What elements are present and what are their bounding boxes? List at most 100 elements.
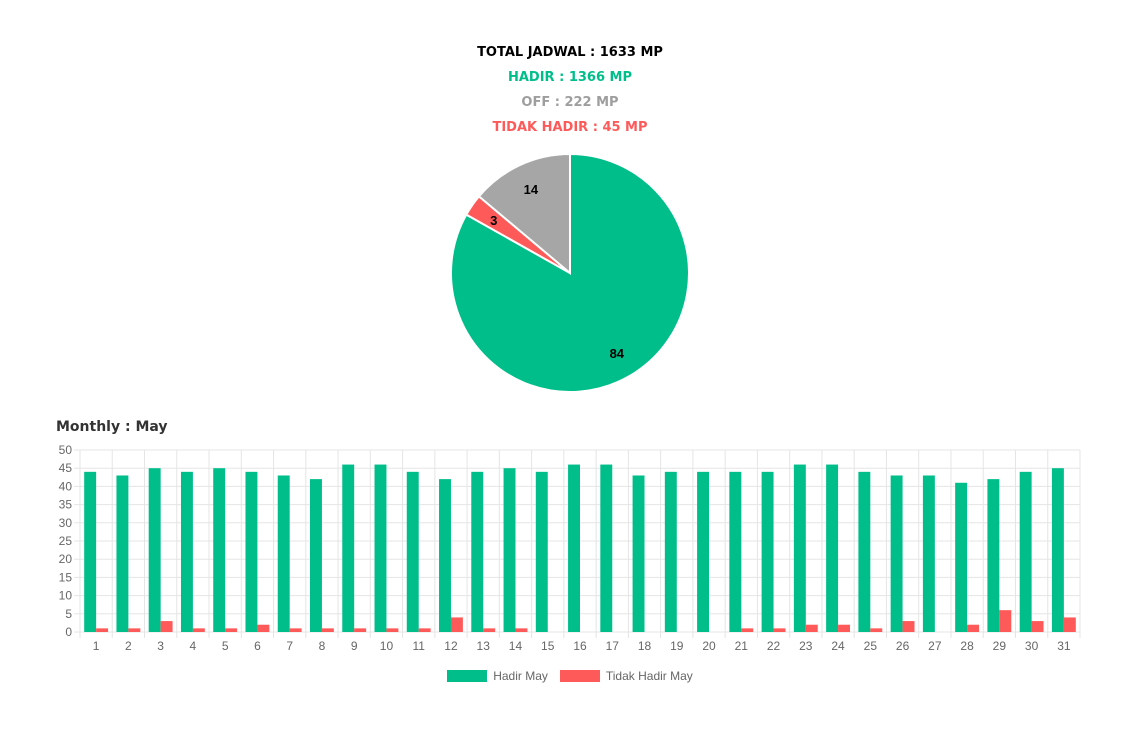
bar-hadir-day-3[interactable] xyxy=(148,468,161,632)
legend-swatch-hadir xyxy=(447,670,488,682)
bar-hadir-day-1[interactable] xyxy=(84,471,97,632)
x-tick-label: 18 xyxy=(638,639,652,653)
x-tick-label: 10 xyxy=(380,639,394,653)
y-tick-label: 45 xyxy=(59,461,73,475)
bar-tidak-hadir-day-28[interactable] xyxy=(967,624,980,632)
bar-hadir-day-26[interactable] xyxy=(890,475,903,632)
bar-hadir-day-7[interactable] xyxy=(277,475,290,632)
bar-hadir-day-29[interactable] xyxy=(987,479,1000,632)
y-tick-label: 20 xyxy=(59,552,73,566)
y-tick-label: 25 xyxy=(59,534,73,548)
x-tick-label: 3 xyxy=(157,639,164,653)
bar-hadir-day-2[interactable] xyxy=(116,475,129,632)
total-jadwal-label: TOTAL JADWAL : 1633 MP xyxy=(477,45,663,60)
x-tick-label: 9 xyxy=(351,639,358,653)
bar-tidak-hadir-day-10[interactable] xyxy=(386,628,399,632)
x-tick-label: 16 xyxy=(573,639,587,653)
bar-hadir-day-27[interactable] xyxy=(922,475,935,632)
x-tick-label: 19 xyxy=(670,639,684,653)
bar-tidak-hadir-day-8[interactable] xyxy=(321,628,334,632)
bar-hadir-day-10[interactable] xyxy=(374,464,387,632)
y-tick-label: 35 xyxy=(59,498,73,512)
bar-hadir-day-12[interactable] xyxy=(439,479,451,632)
bar-tidak-hadir-day-6[interactable] xyxy=(257,624,270,632)
y-tick-label: 40 xyxy=(59,479,73,493)
bar-tidak-hadir-day-4[interactable] xyxy=(192,628,205,632)
bar-hadir-day-31[interactable] xyxy=(1051,468,1064,632)
chart-legend: Hadir May Tidak Hadir May xyxy=(0,669,1140,683)
x-tick-label: 29 xyxy=(993,639,1007,653)
bar-hadir-day-8[interactable] xyxy=(310,479,322,632)
x-tick-label: 7 xyxy=(286,639,293,653)
pie-slice-hadir[interactable] xyxy=(450,152,690,393)
bar-hadir-day-19[interactable] xyxy=(664,471,677,632)
bar-hadir-day-23[interactable] xyxy=(793,464,806,632)
bar-hadir-day-13[interactable] xyxy=(471,471,484,632)
y-tick-label: 30 xyxy=(59,516,73,530)
bar-hadir-day-9[interactable] xyxy=(342,464,355,632)
bar-tidak-hadir-day-31[interactable] xyxy=(1063,617,1076,632)
x-tick-label: 27 xyxy=(928,639,942,653)
bar-hadir-day-18[interactable] xyxy=(632,475,645,632)
bar-hadir-day-28[interactable] xyxy=(955,482,968,632)
pie-data-label: 84 xyxy=(610,346,625,361)
bar-hadir-day-15[interactable] xyxy=(535,471,548,632)
x-tick-label: 31 xyxy=(1057,639,1071,653)
pie-data-label: 14 xyxy=(524,182,539,197)
x-tick-label: 6 xyxy=(254,639,261,653)
bar-tidak-hadir-day-2[interactable] xyxy=(128,628,141,632)
bar-tidak-hadir-day-1[interactable] xyxy=(96,628,109,632)
bar-hadir-day-14[interactable] xyxy=(503,468,516,632)
bar-hadir-day-16[interactable] xyxy=(568,464,580,632)
x-tick-label: 20 xyxy=(702,639,716,653)
bar-hadir-day-4[interactable] xyxy=(180,471,193,632)
bar-tidak-hadir-day-30[interactable] xyxy=(1031,621,1044,632)
hadir-label: HADIR : 1366 MP xyxy=(507,70,632,85)
bar-tidak-hadir-day-9[interactable] xyxy=(354,628,367,632)
x-tick-label: 5 xyxy=(222,639,229,653)
bar-hadir-day-22[interactable] xyxy=(761,471,774,632)
bar-tidak-hadir-day-26[interactable] xyxy=(902,621,915,632)
x-tick-label: 13 xyxy=(477,639,491,653)
bar-tidak-hadir-day-25[interactable] xyxy=(870,628,883,632)
y-tick-label: 10 xyxy=(59,589,73,603)
bar-tidak-hadir-day-5[interactable] xyxy=(225,628,238,632)
bar-tidak-hadir-day-24[interactable] xyxy=(838,624,850,632)
bar-hadir-day-17[interactable] xyxy=(600,464,613,632)
y-tick-label: 50 xyxy=(59,443,73,457)
attendance-pie-chart: 84 3 14 xyxy=(450,152,690,393)
bar-hadir-day-21[interactable] xyxy=(729,471,742,632)
bar-hadir-day-11[interactable] xyxy=(406,471,419,632)
x-tick-label: 24 xyxy=(831,639,845,653)
bar-tidak-hadir-day-22[interactable] xyxy=(773,628,786,632)
bar-tidak-hadir-day-23[interactable] xyxy=(805,624,818,632)
legend-item-hadir[interactable]: Hadir May xyxy=(447,669,548,683)
bar-hadir-day-6[interactable] xyxy=(245,471,258,632)
bar-tidak-hadir-day-14[interactable] xyxy=(515,628,528,632)
pie-slice-off[interactable] xyxy=(477,152,571,276)
x-tick-label: 17 xyxy=(606,639,620,653)
bar-tidak-hadir-day-13[interactable] xyxy=(483,628,496,632)
bar-hadir-day-30[interactable] xyxy=(1019,471,1032,632)
off-label: OFF : 222 MP xyxy=(521,95,619,110)
summary-stats: TOTAL JADWAL : 1633 MP HADIR : 1366 MP O… xyxy=(0,40,1140,140)
legend-label-hadir: Hadir May xyxy=(493,669,548,683)
x-tick-label: 14 xyxy=(509,639,523,653)
pie-data-label: 3 xyxy=(490,213,497,228)
x-tick-label: 28 xyxy=(960,639,974,653)
x-tick-label: 12 xyxy=(444,639,458,653)
bar-tidak-hadir-day-29[interactable] xyxy=(999,610,1012,632)
x-tick-label: 11 xyxy=(412,639,425,653)
tidak-hadir-label: TIDAK HADIR : 45 MP xyxy=(492,120,648,135)
bar-tidak-hadir-day-21[interactable] xyxy=(741,628,754,632)
x-tick-label: 25 xyxy=(864,639,878,653)
bar-hadir-day-25[interactable] xyxy=(858,471,871,632)
bar-tidak-hadir-day-12[interactable] xyxy=(450,617,463,632)
bar-tidak-hadir-day-11[interactable] xyxy=(418,628,431,632)
bar-tidak-hadir-day-3[interactable] xyxy=(160,621,173,632)
legend-item-tidak-hadir[interactable]: Tidak Hadir May xyxy=(559,669,693,683)
bar-hadir-day-20[interactable] xyxy=(697,471,710,632)
bar-hadir-day-24[interactable] xyxy=(826,464,839,632)
bar-hadir-day-5[interactable] xyxy=(213,468,226,632)
bar-tidak-hadir-day-7[interactable] xyxy=(289,628,302,632)
